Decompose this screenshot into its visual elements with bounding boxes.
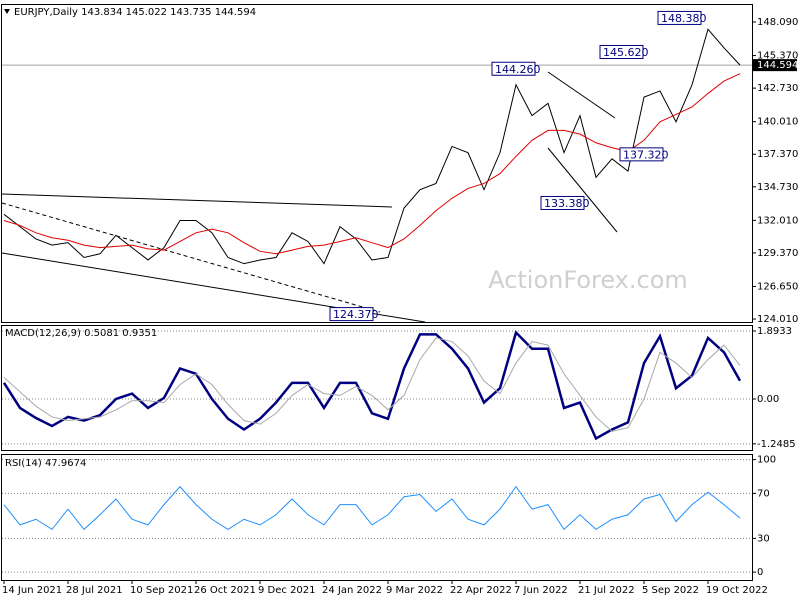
- last-price-label: 144.594: [757, 60, 798, 71]
- y-tick-label: 145.370: [757, 51, 798, 62]
- y-tick-label: 0: [757, 567, 763, 578]
- x-tick-label: 26 Oct 2021: [194, 585, 256, 596]
- x-tick-label: 5 Sep 2022: [642, 585, 699, 596]
- y-tick-label: 140.010: [757, 117, 798, 128]
- annotation-box: [540, 195, 585, 210]
- annotation-box: [657, 10, 702, 25]
- trendline: [1, 202, 381, 313]
- annotation-box: [329, 307, 374, 322]
- y-tick-label: 137.370: [757, 149, 798, 160]
- menu-triangle: [4, 9, 10, 14]
- x-tick-label: 9 Dec 2021: [258, 585, 316, 596]
- y-tick-label: -1.2485: [757, 439, 796, 450]
- y-tick-label: 0.00: [757, 394, 779, 405]
- annotation-label: 133.380: [544, 197, 590, 210]
- annotation-label: 145.620: [603, 46, 649, 59]
- y-tick-label: 100: [757, 455, 776, 466]
- annotation-box: [491, 61, 536, 76]
- y-tick-label: 129.370: [757, 248, 798, 259]
- x-tick-label: 28 Jul 2021: [66, 585, 123, 596]
- series-line: [3, 485, 741, 531]
- chart-title: MACD(12,26,9) 0.5081 0.9351: [5, 328, 157, 339]
- last-price-box: [753, 59, 797, 72]
- annotation-label: 137.320: [623, 148, 669, 161]
- macd-panel: [1, 325, 753, 451]
- y-tick-label: 126.650: [757, 281, 798, 292]
- y-tick-label: 134.730: [757, 182, 798, 193]
- x-tick-label: 7 Jun 2022: [514, 585, 568, 596]
- x-tick-label: 21 Jul 2022: [578, 585, 635, 596]
- series-line: [2, 330, 742, 441]
- series-line: [3, 337, 741, 432]
- trendline: [547, 71, 616, 119]
- price-panel: [1, 4, 753, 323]
- annotation-label: 148.380: [661, 12, 707, 25]
- series-line: [3, 28, 741, 265]
- y-tick-label: 1.8933: [757, 326, 792, 337]
- x-tick-label: 14 Jun 2021: [2, 585, 62, 596]
- x-tick-label: 22 Apr 2022: [450, 585, 512, 596]
- annotation-label: 124.370: [333, 308, 379, 321]
- trendline: [547, 147, 618, 233]
- annotation-box: [599, 44, 644, 59]
- chart-title: RSI(14) 47.9674: [5, 458, 86, 469]
- y-tick-label: 30: [757, 533, 770, 544]
- x-tick-label: 10 Sep 2021: [130, 585, 193, 596]
- annotation-label: 144.260: [495, 63, 541, 76]
- y-tick-label: 142.730: [757, 83, 798, 94]
- y-tick-label: 132.010: [757, 215, 798, 226]
- rsi-panel: [1, 454, 753, 581]
- chart-title: EURJPY,Daily 143.834 145.022 143.735 144…: [14, 7, 256, 18]
- y-tick-label: 70: [757, 488, 770, 499]
- annotation-box: [619, 147, 664, 162]
- watermark: ActionForex.com: [488, 266, 688, 294]
- x-tick-label: 9 Mar 2022: [386, 585, 443, 596]
- series-line: [3, 73, 741, 255]
- x-tick-label: 19 Oct 2022: [706, 585, 768, 596]
- trendline: [1, 193, 393, 208]
- y-tick-label: 148.090: [757, 17, 798, 28]
- y-tick-label: 124.010: [757, 314, 798, 325]
- x-tick-label: 24 Jan 2022: [322, 585, 382, 596]
